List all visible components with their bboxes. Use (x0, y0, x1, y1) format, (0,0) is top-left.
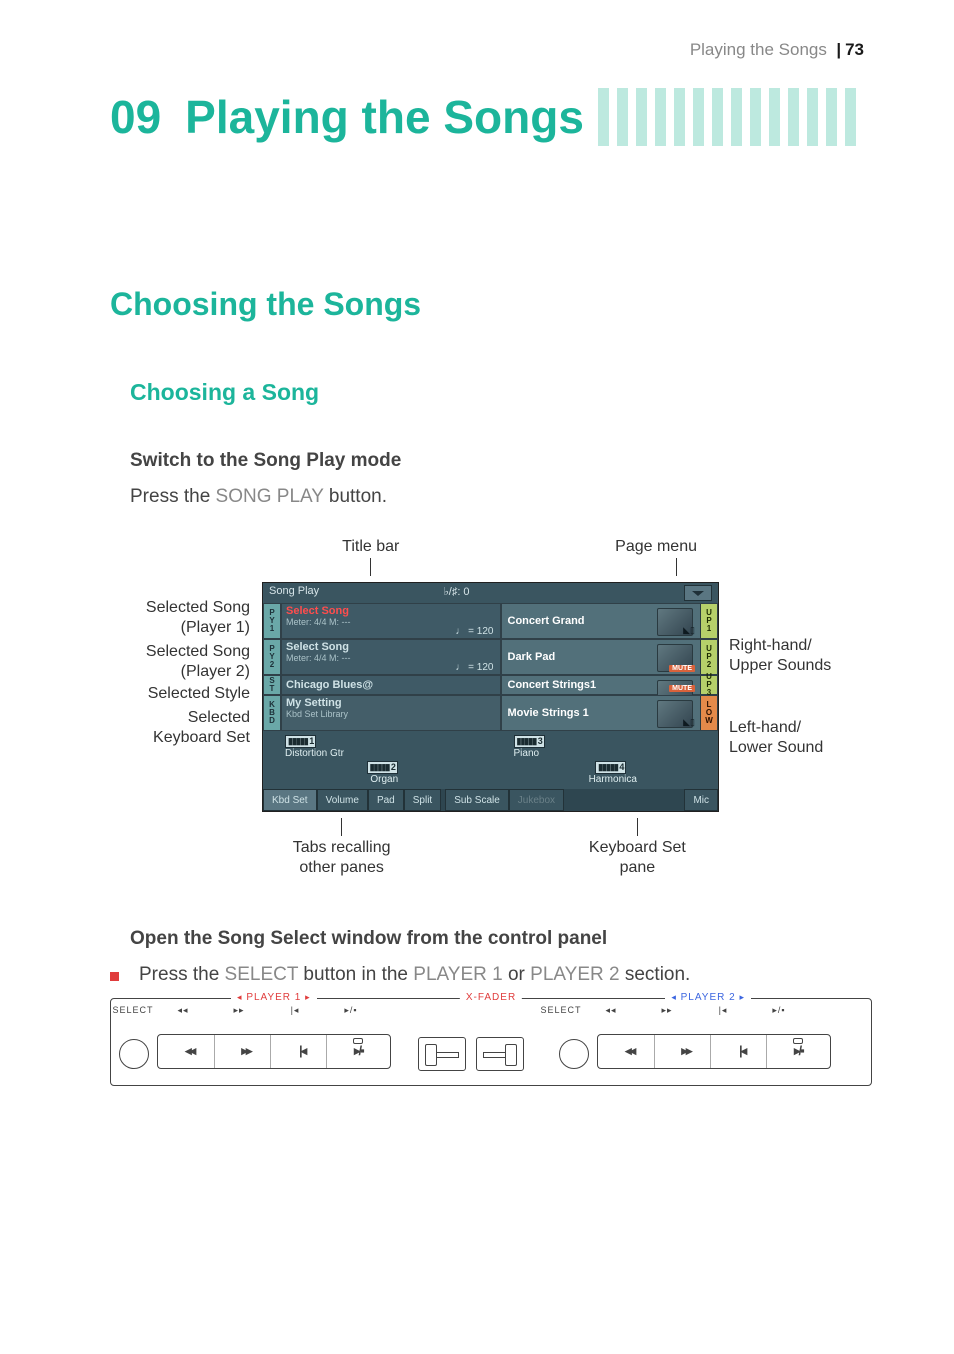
slot-sound[interactable]: Concert Grand◣▯UP1 (501, 603, 719, 639)
slot-tag: PY2 (263, 639, 281, 675)
p2-transport-buttons[interactable]: ◂◂ ▸▸ |◂ ▸/▪ (597, 1034, 831, 1069)
p1-transport-buttons[interactable]: ◂◂ ▸▸ |◂ ▸/▪ (157, 1034, 391, 1069)
step-1-title: Switch to the Song Play mode (130, 450, 864, 472)
chapter-banner: 09 Playing the Songs (110, 88, 864, 146)
led-icon (353, 1038, 363, 1044)
panel-label: SELECT (539, 1005, 583, 1016)
step-1-text-b: button. (324, 486, 387, 507)
lcd-mode-label: Song Play (269, 585, 319, 601)
p1-select-knob[interactable] (119, 1039, 149, 1069)
rewind-icon: ◂◂ (185, 1043, 194, 1059)
left-callouts: Selected Song (Player 1) Selected Song (… (90, 582, 250, 748)
lcd-slot-0[interactable]: PY1Select SongMeter: 4/4 M: ---♩ = 120Co… (263, 603, 718, 639)
player2-label: ◂ PLAYER 2 ▸ (665, 992, 751, 1003)
slot-detail[interactable]: Select SongMeter: 4/4 M: ---♩ = 120 (281, 603, 501, 639)
right-callouts: Right-hand/ Upper Sounds Left-hand/ Lowe… (729, 582, 909, 758)
callout-title-bar: Title bar (262, 538, 480, 576)
slot-sound[interactable]: Dark PadMUTEUP2 (501, 639, 719, 675)
panel-label: ◂◂ (583, 1005, 639, 1016)
mute-badge: MUTE (669, 685, 695, 692)
home-icon: |◂ (299, 1043, 305, 1059)
p2-select-knob[interactable] (559, 1039, 589, 1069)
player1-label: ◂ PLAYER 1 ▸ (231, 992, 317, 1003)
tab-jukebox: Jukebox (509, 789, 564, 811)
part-badge: UP2 (700, 640, 717, 674)
playpause-icon: ▸/▪ (354, 1043, 363, 1059)
playpause-icon: ▸/▪ (794, 1043, 803, 1059)
callout-tabs: Tabs recalling other panes (262, 818, 421, 878)
slot-tag: KBD (263, 695, 281, 731)
page-number: 73 (845, 40, 864, 59)
rewind-icon: ◂◂ (625, 1043, 634, 1059)
lcd-transpose: ♭/♯: 0 (444, 585, 470, 601)
lcd-menu-chevron-icon[interactable] (684, 585, 712, 601)
panel-label: SELECT (111, 1005, 155, 1016)
tab-pad[interactable]: Pad (368, 789, 404, 811)
lcd-tabs: Kbd SetVolumePadSplitSub ScaleJukebox Mic (263, 789, 718, 811)
ffwd-icon: ▸▸ (681, 1043, 690, 1059)
panel-label: |◂ (695, 1005, 751, 1016)
section-label: Playing the Songs (690, 40, 827, 59)
subsection-heading: Choosing a Song (130, 379, 864, 406)
page-header: Playing the Songs |73 (110, 40, 864, 60)
part-badge: UP1 (700, 604, 717, 638)
lcd-figure: Title bar Page menu Selected Song (Playe… (90, 538, 870, 878)
tab-mic[interactable]: Mic (684, 789, 718, 811)
slot-detail[interactable]: Chicago Blues@ (281, 675, 501, 695)
fader-handle-left[interactable] (425, 1044, 437, 1066)
control-panel-diagram: ◂ PLAYER 1 ▸ X-FADER ◂ PLAYER 2 ▸ SELECT… (110, 998, 872, 1086)
callout-page-menu: Page menu (480, 538, 718, 576)
bullet-select: Press the SELECT button in the PLAYER 1 … (110, 964, 864, 986)
lcd-screen: Song Play ♭/♯: 0 PY1Select SongMeter: 4/… (262, 582, 719, 812)
ffwd-icon: ▸▸ (241, 1043, 250, 1059)
tab-kbd-set[interactable]: Kbd Set (263, 789, 317, 811)
step-2-title: Open the Song Select window from the con… (130, 928, 864, 950)
led-icon (793, 1038, 803, 1044)
tab-split[interactable]: Split (404, 789, 441, 811)
part-badge: UP3 (700, 676, 717, 694)
panel-label: |◂ (267, 1005, 323, 1016)
panel-label: ▸/▪ (323, 1005, 379, 1016)
home-icon: |◂ (739, 1043, 745, 1059)
pad-2[interactable]: ▮▮▮▮▮ 2Organ (285, 761, 484, 785)
fader-handle-right[interactable] (505, 1044, 517, 1066)
crossfader[interactable] (401, 1037, 541, 1071)
lcd-slot-1[interactable]: PY2Select SongMeter: 4/4 M: ---♩ = 120Da… (263, 639, 718, 675)
lcd-slot-2[interactable]: STChicago Blues@Concert Strings1MUTEUP3 (263, 675, 718, 695)
pad-4[interactable]: ▮▮▮▮▮ 4Harmonica (514, 761, 713, 785)
lcd-slot-3[interactable]: KBDMy SettingKbd Set LibraryMovie String… (263, 695, 718, 731)
chapter-title: Playing the Songs (185, 90, 584, 144)
slot-tag: PY1 (263, 603, 281, 639)
slot-detail[interactable]: Select SongMeter: 4/4 M: ---♩ = 120 (281, 639, 501, 675)
step-1-text-a: Press the (130, 486, 216, 507)
step-1-cap: SONG PLAY (216, 486, 324, 507)
panel-label: ◂◂ (155, 1005, 211, 1016)
slot-tag: ST (263, 675, 281, 695)
panel-label: ▸/▪ (751, 1005, 807, 1016)
part-badge: LOW (700, 696, 717, 730)
chapter-number: 09 (110, 90, 161, 144)
callout-kbdset-pane: Keyboard Set pane (558, 818, 717, 878)
tab-volume[interactable]: Volume (317, 789, 368, 811)
section-heading: Choosing the Songs (110, 286, 864, 323)
lcd-pad-area: ▮▮▮▮▮ 1Distortion Gtr ▮▮▮▮▮ 3Piano ▮▮▮▮▮ 2… (263, 731, 718, 789)
panel-label: ▸▸ (639, 1005, 695, 1016)
pad-3[interactable]: ▮▮▮▮▮ 3Piano (514, 735, 713, 759)
page-separator: | (836, 40, 841, 59)
tab-sub-scale[interactable]: Sub Scale (445, 789, 509, 811)
slot-detail[interactable]: My SettingKbd Set Library (281, 695, 501, 731)
sound-state-icon: ◣▯ (683, 717, 695, 728)
mute-badge: MUTE (669, 665, 695, 672)
step-1-body: Press the SONG PLAY button. (130, 486, 864, 508)
lcd-title-bar: Song Play ♭/♯: 0 (263, 583, 718, 603)
panel-label: ▸▸ (211, 1005, 267, 1016)
xfader-label: X-FADER (460, 992, 522, 1003)
bullet-square-icon (110, 972, 119, 981)
banner-stripes (598, 88, 856, 146)
pad-1[interactable]: ▮▮▮▮▮ 1Distortion Gtr (285, 735, 484, 759)
sound-state-icon: ◣▯ (683, 625, 695, 636)
slot-sound[interactable]: Concert Strings1MUTEUP3 (501, 675, 719, 695)
slot-sound[interactable]: Movie Strings 1◣▯LOW (501, 695, 719, 731)
